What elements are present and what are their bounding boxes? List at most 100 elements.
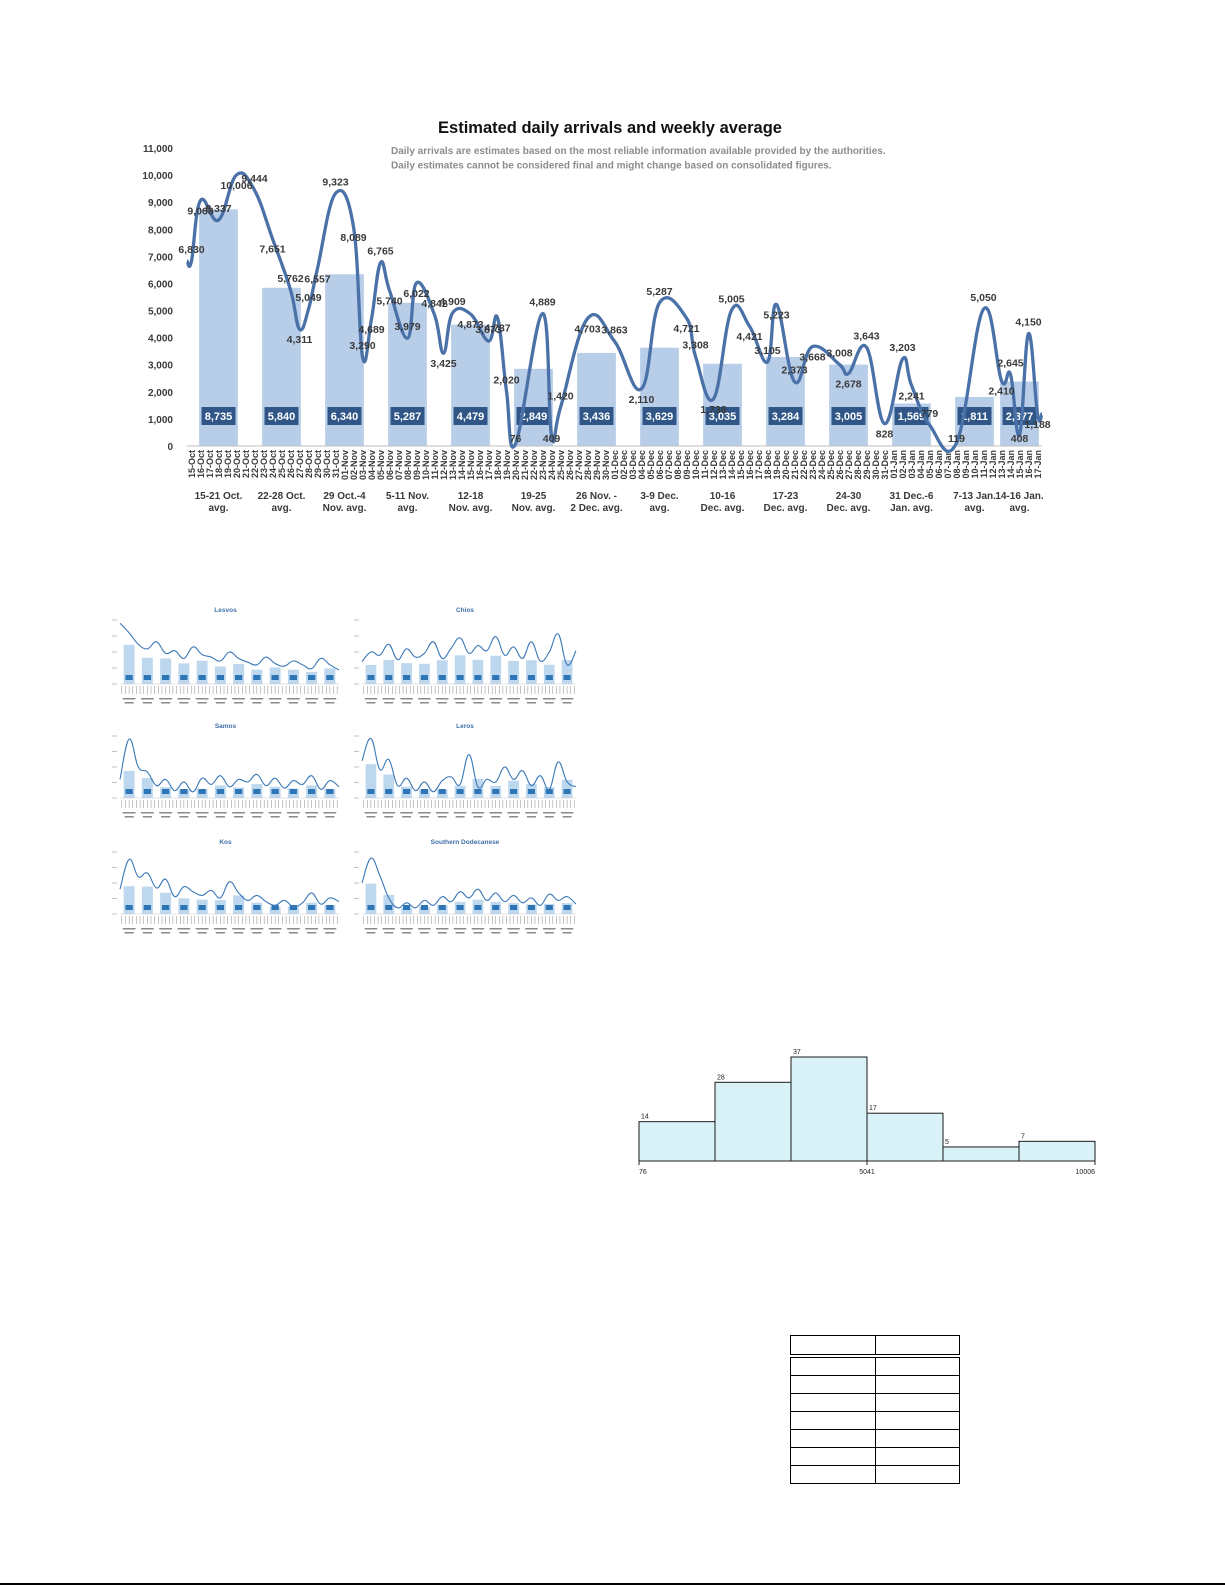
- island-chart-lesvos: Lesvos: [112, 607, 340, 704]
- week-label: 24-30: [836, 491, 862, 502]
- island-week-tick: [325, 816, 335, 818]
- week-label: 31 Dec.-6: [890, 491, 934, 502]
- weekly-average-label: 5,287: [394, 411, 422, 423]
- island-week-tick: [526, 702, 536, 704]
- week-label: 17-23: [773, 491, 799, 502]
- island-week-tick: [232, 698, 246, 700]
- island-week-tick: [179, 932, 189, 934]
- island-week-tick: [384, 702, 394, 704]
- date-tick-label: 06-Dec: [655, 450, 665, 480]
- daily-value-label: 408: [1011, 433, 1029, 445]
- table-cell: [790, 1465, 876, 1484]
- island-weekly-bar: [561, 659, 573, 684]
- island-week-tick: [177, 698, 191, 700]
- island-week-tick: [473, 816, 483, 818]
- island-week-tick: [268, 812, 282, 814]
- table-cell: [874, 1375, 960, 1394]
- y-tick-label: 1,000: [148, 415, 173, 426]
- histogram-count-label: 7: [1021, 1133, 1025, 1140]
- island-week-tick: [473, 702, 483, 704]
- island-week-tick: [489, 812, 502, 814]
- island-week-tick: [213, 812, 227, 814]
- date-tick-label: 27-Oct: [295, 450, 305, 478]
- date-tick-label: 30-Dec: [871, 450, 881, 480]
- island-weekly-badge: [143, 789, 152, 794]
- y-tick-label: 11,000: [143, 144, 173, 155]
- daily-value-label: 4,842: [421, 298, 447, 310]
- island-weekly-bar: [160, 658, 172, 684]
- island-weekly-bar: [233, 663, 245, 684]
- histogram-x-tick-label: 5041: [859, 1169, 875, 1176]
- island-week-tick: [325, 702, 335, 704]
- daily-value-label: 7,651: [259, 244, 285, 256]
- weekly-average-label: 3,035: [709, 411, 737, 423]
- week-label: Jan. avg.: [890, 503, 933, 514]
- island-week-tick: [418, 812, 431, 814]
- daily-value-label: 4,737: [484, 323, 510, 335]
- weekly-average-label: 1,811: [961, 411, 988, 423]
- date-tick-label: 19-Oct: [223, 450, 233, 478]
- date-tick-label: 14-Dec: [727, 450, 737, 480]
- chart-subtitle: Daily estimates cannot be considered fin…: [391, 161, 832, 172]
- date-tick-label: 27-Dec: [844, 450, 854, 480]
- date-tick-label: 20-Nov: [511, 450, 521, 480]
- daily-arrivals-chart: Estimated daily arrivals and weekly aver…: [142, 119, 1050, 514]
- island-weekly-badge: [234, 675, 243, 680]
- table-row: [790, 1335, 960, 1355]
- island-chart-samos: Samos: [112, 723, 340, 818]
- island-weekly-bar: [365, 764, 377, 798]
- histogram-bar: [790, 1056, 868, 1162]
- island-weekly-badge: [367, 789, 375, 794]
- island-week-tick: [418, 698, 431, 700]
- island-weekly-badge: [545, 905, 553, 910]
- date-tick-label: 18-Oct: [214, 450, 224, 478]
- island-weekly-badge: [385, 789, 393, 794]
- date-tick-label: 18-Dec: [763, 450, 773, 480]
- daily-value-label: 3,008: [826, 348, 852, 360]
- island-weekly-badge: [198, 905, 206, 910]
- island-panel-samos: Samos: [108, 716, 343, 824]
- island-week-tick: [471, 812, 485, 814]
- island-week-tick: [402, 702, 412, 704]
- chart-title: Estimated daily arrivals and weekly aver…: [438, 119, 782, 137]
- daily-value-label: 2,645: [997, 357, 1023, 369]
- histogram-count-label: 14: [641, 1114, 649, 1121]
- y-tick-label: 3,000: [148, 361, 173, 372]
- island-weekly-badge: [289, 675, 298, 680]
- island-week-tick: [453, 928, 467, 930]
- island-week-tick: [509, 816, 519, 818]
- daily-value-label: 3,979: [394, 321, 420, 333]
- island-week-tick: [140, 698, 154, 700]
- week-label: 22-28 Oct.: [258, 491, 306, 502]
- weekly-average-badge: [327, 407, 362, 425]
- island-week-tick: [286, 928, 300, 930]
- date-tick-label: 06-Nov: [385, 450, 395, 480]
- daily-value-label: 8,089: [340, 232, 366, 244]
- island-weekly-bar: [490, 655, 502, 684]
- weekly-average-label: 2,377: [1006, 411, 1034, 423]
- island-weekly-bar: [436, 660, 448, 684]
- date-tick-label: 12-Dec: [709, 450, 719, 480]
- island-week-tick: [307, 816, 317, 818]
- island-weekly-bar: [526, 660, 537, 684]
- island-weekly-badge: [545, 789, 553, 794]
- week-label: 2 Dec. avg.: [570, 503, 622, 514]
- island-week-tick: [323, 812, 337, 814]
- island-week-tick: [400, 698, 413, 700]
- date-tick-label: 15-Oct: [187, 450, 197, 478]
- date-tick-label: 30-Nov: [601, 450, 611, 480]
- date-tick-label: 23-Dec: [808, 450, 818, 480]
- y-tick-label: 5,000: [148, 307, 173, 318]
- island-week-tick: [286, 698, 300, 700]
- island-weekly-badge: [161, 675, 170, 680]
- table-row: [790, 1447, 960, 1466]
- table-row: [790, 1357, 960, 1376]
- island-week-tick: [453, 812, 467, 814]
- island-week-tick: [400, 928, 413, 930]
- island-week-tick: [366, 932, 376, 934]
- table-cell: [790, 1357, 876, 1376]
- date-tick-label: 23-Nov: [538, 450, 548, 480]
- island-weekly-badge: [143, 905, 152, 910]
- island-weekly-badge: [216, 789, 225, 794]
- island-week-tick: [197, 816, 207, 818]
